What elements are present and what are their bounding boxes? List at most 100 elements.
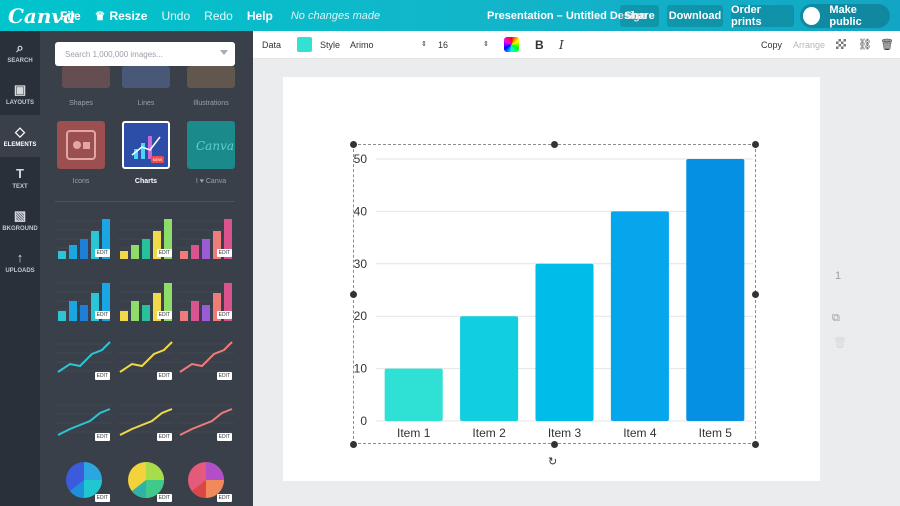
category-canva-tile[interactable]: Canva	[187, 121, 235, 169]
delete-page-icon[interactable]: 🗑	[833, 337, 847, 349]
bar[interactable]	[460, 316, 519, 421]
rotate-icon[interactable]: ↻	[548, 456, 558, 468]
edit-button[interactable]: EDIT	[216, 372, 232, 380]
edit-button[interactable]: EDIT	[94, 311, 110, 319]
resize-handle-bottom-right[interactable]	[752, 441, 759, 448]
category-icons-label[interactable]: Icons	[72, 178, 90, 185]
chart-template-thumbnail[interactable]: EDIT	[118, 273, 174, 321]
nav-uploads[interactable]: ↑ UPLOADS	[0, 241, 40, 283]
edit-button[interactable]: EDIT	[216, 433, 232, 441]
download-button[interactable]: Download	[667, 5, 723, 27]
svg-text:Canva: Canva	[196, 139, 234, 153]
bar[interactable]	[535, 263, 594, 421]
nav-elements[interactable]: ◇ ELEMENTS	[0, 115, 40, 157]
menu-undo[interactable]: Undo	[161, 9, 190, 23]
chart-template-thumbnail[interactable]: EDIT	[56, 273, 112, 321]
category-lines-thumb[interactable]	[122, 66, 170, 88]
color-swatch[interactable]	[297, 37, 312, 52]
font-size-field[interactable]: 16	[438, 40, 449, 50]
menu-redo[interactable]: Redo	[204, 9, 233, 23]
menu-resize[interactable]: ♛ Resize	[95, 9, 148, 23]
arrange-button[interactable]: Arrange	[793, 40, 826, 50]
nav-layouts-label: LAYOUTS	[5, 99, 35, 106]
category-illustrations-label[interactable]: Illustrations	[193, 100, 229, 107]
background-icon: ▧	[13, 207, 27, 223]
image-search-input[interactable]: Search 1,000,000 images...	[55, 42, 235, 66]
edit-button[interactable]: EDIT	[156, 433, 172, 441]
trash-icon[interactable]: 🗑	[880, 39, 894, 51]
resize-handle-top[interactable]	[551, 141, 558, 148]
nav-background-label: BKGROUND	[2, 225, 38, 232]
resize-handle-left[interactable]	[350, 291, 357, 298]
edit-button[interactable]: EDIT	[94, 494, 110, 502]
resize-handle-top-right[interactable]	[752, 141, 759, 148]
chart-template-thumbnail[interactable]: EDIT	[56, 334, 112, 382]
nav-background[interactable]: ▧ BKGROUND	[0, 199, 40, 241]
bold-button[interactable]: B	[535, 38, 544, 52]
category-charts-tile[interactable]: NEW	[122, 121, 170, 169]
bar[interactable]	[610, 211, 669, 421]
data-button[interactable]: Data	[262, 40, 282, 50]
chart-template-thumbnail[interactable]: EDIT	[178, 456, 234, 504]
resize-handle-top-left[interactable]	[350, 141, 357, 148]
copy-button[interactable]: Copy	[761, 40, 783, 50]
chart-template-thumbnail[interactable]: EDIT	[118, 211, 174, 259]
bar[interactable]	[686, 159, 745, 421]
category-shapes-label[interactable]: Shapes	[69, 100, 93, 107]
chart-template-thumbnail[interactable]: EDIT	[56, 456, 112, 504]
chart-template-thumbnail[interactable]: EDIT	[178, 273, 234, 321]
edit-button[interactable]: EDIT	[94, 433, 110, 441]
style-button[interactable]: Style	[320, 40, 341, 50]
chevron-down-icon[interactable]	[220, 50, 228, 55]
chart-template-thumbnail[interactable]: EDIT	[56, 211, 112, 259]
panel-divider	[55, 201, 235, 202]
nav-layouts[interactable]: ▣ LAYOUTS	[0, 73, 40, 115]
canva-logo[interactable]: Canva	[8, 3, 76, 28]
order-prints-button[interactable]: Order prints	[731, 4, 794, 28]
resize-handle-right[interactable]	[752, 291, 759, 298]
canva-logo-icon: Canva	[196, 139, 234, 153]
edit-button[interactable]: EDIT	[94, 372, 110, 380]
resize-handle-bottom-left[interactable]	[350, 441, 357, 448]
edit-button[interactable]: EDIT	[156, 372, 172, 380]
transparency-icon[interactable]	[836, 39, 846, 49]
bar-chart[interactable]: 0 10 20 30 40 50 Item 1 Item 2 Item 3 Item 4 Item …	[353, 144, 756, 444]
share-button[interactable]: Share	[620, 5, 659, 27]
chart-template-thumbnail[interactable]: EDIT	[118, 456, 174, 504]
font-selector[interactable]: Arimo	[350, 40, 374, 50]
document-title[interactable]: Presentation – Untitled Design	[487, 10, 647, 22]
edit-button[interactable]: EDIT	[216, 494, 232, 502]
chart-template-thumbnail[interactable]: EDIT	[178, 395, 234, 443]
category-lines-label[interactable]: Lines	[137, 100, 155, 107]
link-icon[interactable]: ⛓	[858, 39, 872, 51]
size-stepper-icon[interactable]: ⇕	[483, 41, 489, 48]
chart-template-thumbnail[interactable]: EDIT	[178, 211, 234, 259]
edit-button[interactable]: EDIT	[156, 494, 172, 502]
category-canva-label[interactable]: I ♥ Canva	[195, 178, 227, 185]
chart-template-thumbnail[interactable]: EDIT	[118, 334, 174, 382]
page-number: 1	[835, 270, 842, 282]
bar[interactable]	[384, 368, 443, 421]
edit-button[interactable]: EDIT	[216, 311, 232, 319]
menu-file[interactable]: File	[60, 9, 81, 23]
duplicate-page-icon[interactable]: ⧉	[832, 312, 840, 324]
resize-handle-bottom[interactable]	[551, 441, 558, 448]
italic-button[interactable]: I	[559, 38, 564, 52]
category-icons-tile[interactable]	[57, 121, 105, 169]
edit-button[interactable]: EDIT	[216, 249, 232, 257]
edit-button[interactable]: EDIT	[94, 249, 110, 257]
nav-text[interactable]: T TEXT	[0, 157, 40, 199]
category-charts-label[interactable]: Charts	[134, 178, 158, 185]
edit-button[interactable]: EDIT	[156, 311, 172, 319]
text-color-picker-icon[interactable]	[504, 37, 519, 52]
category-shapes-thumb[interactable]	[62, 66, 110, 88]
chart-template-thumbnail[interactable]: EDIT	[178, 334, 234, 382]
chart-template-thumbnail[interactable]: EDIT	[56, 395, 112, 443]
category-illustrations-thumb[interactable]	[187, 66, 235, 88]
chart-template-thumbnail[interactable]: EDIT	[118, 395, 174, 443]
nav-search[interactable]: ⌕ SEARCH	[0, 31, 40, 73]
font-stepper-icon[interactable]: ⇕	[421, 41, 427, 48]
make-public-toggle[interactable]: Make public	[800, 4, 890, 28]
edit-button[interactable]: EDIT	[156, 249, 172, 257]
menu-help[interactable]: Help	[247, 9, 273, 23]
